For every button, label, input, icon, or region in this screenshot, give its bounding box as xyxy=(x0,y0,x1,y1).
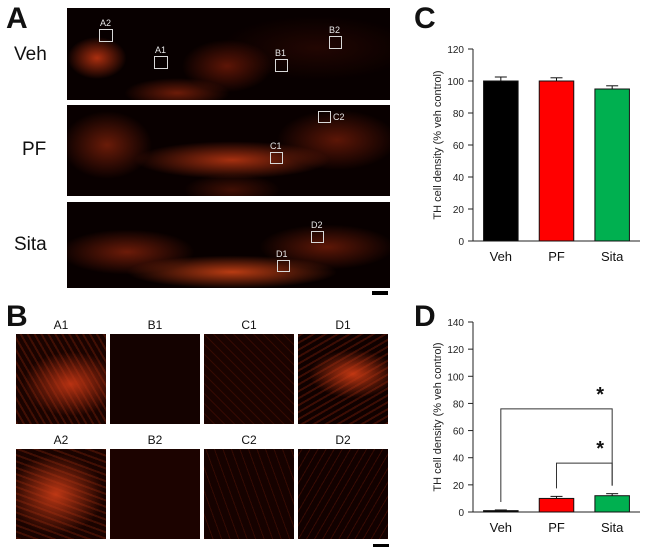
tile-label-a1: A1 xyxy=(53,318,69,332)
chart-d-bar-pf xyxy=(538,497,575,513)
chart-c-bar-sita xyxy=(594,88,630,242)
chart-d-significance-star: * xyxy=(596,384,604,406)
roi-label-d1: D1 xyxy=(276,249,288,259)
chart-d-y-tick-label: 120 xyxy=(447,345,464,356)
tile-d2 xyxy=(298,449,388,539)
chart-c-y-axis-label: TH cell density (% veh control) xyxy=(432,70,444,219)
chart-d-y-tick-label: 140 xyxy=(447,318,464,329)
tile-b1 xyxy=(110,334,200,424)
chart-d-x-tick-label: PF xyxy=(548,520,565,535)
chart-d-significance-star: * xyxy=(596,438,604,460)
chart-c-y-tick-label: 20 xyxy=(453,205,465,216)
chart-d-y-axis-label: TH cell density (% veh control) xyxy=(432,342,444,491)
roi-label-b1: B1 xyxy=(275,48,287,58)
roi-label-c2: C2 xyxy=(333,112,345,122)
row-label-sita: Sita xyxy=(14,234,47,255)
chart-d-significance-bracket xyxy=(556,462,613,489)
roi-box-a2 xyxy=(99,29,113,42)
chart-d-bar-veh xyxy=(483,510,519,513)
row-label-pf: PF xyxy=(22,139,47,160)
tile-label-b1: B1 xyxy=(147,318,163,332)
chart-d-y-tick-label: 80 xyxy=(453,399,465,410)
tile-c2 xyxy=(204,449,294,539)
row-label-veh: Veh xyxy=(14,44,47,65)
scale-bar-panel-a xyxy=(372,291,388,295)
roi-box-c2 xyxy=(318,111,331,123)
roi-box-b1 xyxy=(275,59,288,72)
tile-label-b2: B2 xyxy=(147,433,163,447)
tile-c1 xyxy=(204,334,294,424)
scale-bar-panel-b xyxy=(373,544,389,547)
tile-label-c2: C2 xyxy=(241,433,257,447)
roi-label-a1: A1 xyxy=(155,45,167,55)
roi-box-d1 xyxy=(277,260,290,272)
chart-c-bar-veh xyxy=(483,80,519,242)
tile-a1 xyxy=(16,334,106,424)
chart-c-x-tick-label: Veh xyxy=(490,249,512,264)
tile-b2 xyxy=(110,449,200,539)
panel-d-letter: D xyxy=(414,300,436,333)
panel-b-letter: B xyxy=(6,300,28,333)
chart-c: 0 20 40 60 80 100 120 TH cell density (% veh co… xyxy=(432,45,640,264)
roi-box-d2 xyxy=(311,231,324,243)
roi-box-a1 xyxy=(154,56,168,69)
roi-label-d2: D2 xyxy=(311,220,323,230)
chart-c-y-tick-label: 0 xyxy=(458,237,464,248)
tile-label-d2: D2 xyxy=(335,433,351,447)
panel-c-letter: C xyxy=(414,2,436,35)
chart-c-y-tick-label: 60 xyxy=(453,141,465,152)
chart-d-y-tick-label: 100 xyxy=(447,372,464,383)
roi-label-b2: B2 xyxy=(329,25,341,35)
chart-d-y-tick-label: 0 xyxy=(458,508,464,519)
tile-label-c1: C1 xyxy=(241,318,257,332)
chart-d-x-tick-label: Veh xyxy=(490,520,512,535)
tile-a2 xyxy=(16,449,106,539)
roi-label-a2: A2 xyxy=(100,18,112,28)
roi-box-b2 xyxy=(329,36,342,49)
chart-d: 0 20 40 60 80 100 120 140 TH cell density (% veh… xyxy=(432,318,640,535)
chart-c-x-tick-label: PF xyxy=(548,249,565,264)
tile-label-a2: A2 xyxy=(53,433,69,447)
chart-c-y-tick-label: 80 xyxy=(453,109,465,120)
chart-d-y-tick-label: 60 xyxy=(453,427,465,438)
micrograph-pf: C1 C2 xyxy=(67,105,390,196)
chart-d-x-tick-label: Sita xyxy=(601,520,624,535)
micrograph-veh: A2 A1 B1 B2 xyxy=(67,8,390,100)
chart-c-x-tick-label: Sita xyxy=(601,249,624,264)
roi-label-c1: C1 xyxy=(270,141,282,151)
tile-label-d1: D1 xyxy=(335,318,351,332)
chart-d-bar-sita xyxy=(594,495,630,513)
chart-c-bar-pf xyxy=(538,80,575,242)
roi-box-c1 xyxy=(270,152,283,164)
tile-d1 xyxy=(298,334,388,424)
chart-c-y-tick-label: 120 xyxy=(447,45,464,56)
chart-c-y-tick-label: 100 xyxy=(447,77,464,88)
chart-c-y-tick-label: 40 xyxy=(453,173,465,184)
chart-d-significance-bracket xyxy=(500,408,613,502)
chart-d-y-tick-label: 20 xyxy=(453,481,465,492)
panel-a-letter: A xyxy=(6,2,28,35)
micrograph-sita: D1 D2 xyxy=(67,202,390,288)
chart-d-y-tick-label: 40 xyxy=(453,454,465,465)
